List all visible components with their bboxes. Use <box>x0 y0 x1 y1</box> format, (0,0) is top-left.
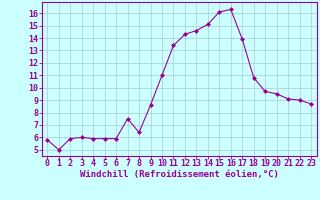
X-axis label: Windchill (Refroidissement éolien,°C): Windchill (Refroidissement éolien,°C) <box>80 170 279 179</box>
